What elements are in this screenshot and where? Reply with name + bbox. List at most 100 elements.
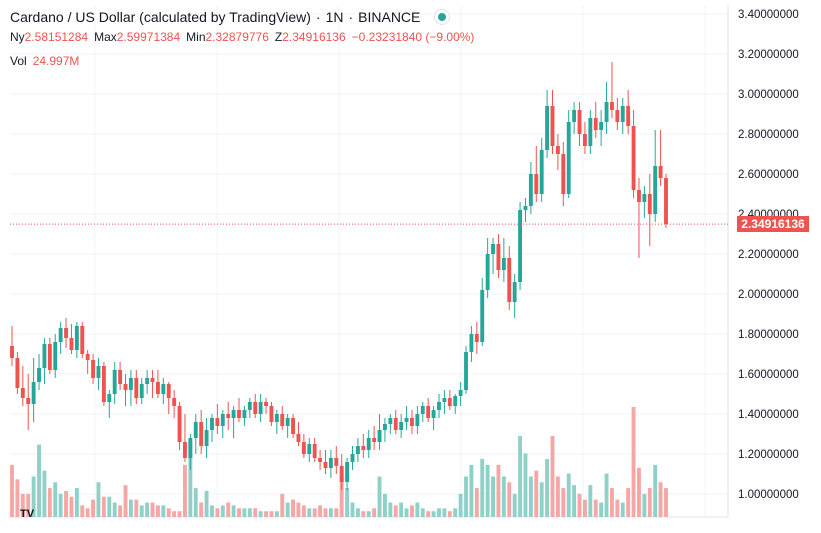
- candle[interactable]: [393, 410, 398, 434]
- candle[interactable]: [64, 318, 68, 348]
- candle[interactable]: [193, 414, 198, 454]
- candle[interactable]: [610, 62, 614, 118]
- candle[interactable]: [139, 378, 144, 404]
- candle[interactable]: [361, 434, 366, 458]
- candle[interactable]: [172, 390, 177, 418]
- candle[interactable]: [296, 422, 301, 446]
- candle[interactable]: [20, 366, 25, 406]
- candle[interactable]: [91, 354, 96, 384]
- candle[interactable]: [123, 374, 128, 406]
- candle[interactable]: [631, 110, 636, 198]
- candle[interactable]: [350, 446, 355, 470]
- candle[interactable]: [518, 202, 523, 290]
- candle[interactable]: [134, 370, 139, 404]
- candle[interactable]: [269, 402, 274, 426]
- candle[interactable]: [582, 122, 587, 154]
- candle[interactable]: [74, 322, 79, 358]
- candle[interactable]: [464, 346, 468, 394]
- candle[interactable]: [118, 362, 123, 390]
- candle[interactable]: [604, 82, 609, 134]
- candle[interactable]: [242, 406, 247, 426]
- candle[interactable]: [507, 246, 512, 310]
- candle[interactable]: [372, 426, 377, 450]
- interval-label[interactable]: 1N: [325, 9, 344, 25]
- candle[interactable]: [85, 350, 90, 374]
- candle[interactable]: [31, 358, 36, 422]
- candle[interactable]: [523, 198, 528, 222]
- candle[interactable]: [42, 338, 47, 384]
- candle[interactable]: [334, 446, 339, 474]
- candle[interactable]: [442, 390, 447, 414]
- candle[interactable]: [183, 414, 187, 462]
- candle[interactable]: [377, 414, 382, 450]
- candle[interactable]: [307, 438, 312, 462]
- candle[interactable]: [399, 414, 404, 438]
- candle[interactable]: [637, 178, 641, 258]
- candle[interactable]: [404, 406, 409, 430]
- candle[interactable]: [491, 238, 495, 274]
- candle[interactable]: [328, 450, 333, 478]
- tradingview-logo-icon[interactable]: TV: [20, 508, 35, 520]
- candle[interactable]: [101, 362, 106, 406]
- candle[interactable]: [653, 130, 658, 222]
- candle[interactable]: [226, 402, 231, 430]
- candle[interactable]: [420, 402, 425, 422]
- candle[interactable]: [128, 370, 133, 406]
- candle[interactable]: [658, 130, 663, 186]
- candle[interactable]: [485, 238, 490, 298]
- candle[interactable]: [534, 146, 539, 202]
- candle[interactable]: [345, 458, 350, 490]
- candle[interactable]: [166, 382, 171, 414]
- candle[interactable]: [458, 382, 463, 406]
- candle[interactable]: [431, 406, 436, 430]
- candle[interactable]: [204, 418, 209, 458]
- candle[interactable]: [10, 326, 14, 366]
- candle[interactable]: [480, 278, 485, 346]
- candle[interactable]: [415, 406, 420, 434]
- candle[interactable]: [647, 174, 652, 246]
- candle[interactable]: [615, 98, 620, 130]
- candle[interactable]: [264, 398, 268, 414]
- candle[interactable]: [274, 410, 279, 434]
- candle[interactable]: [177, 402, 182, 450]
- candle[interactable]: [145, 370, 150, 394]
- candle[interactable]: [545, 90, 550, 158]
- candle[interactable]: [210, 414, 214, 442]
- candle[interactable]: [426, 398, 431, 422]
- candle[interactable]: [247, 398, 252, 418]
- candle[interactable]: [366, 430, 371, 458]
- candle[interactable]: [469, 326, 474, 362]
- candle[interactable]: [15, 352, 20, 394]
- candle[interactable]: [339, 454, 344, 490]
- candle[interactable]: [107, 390, 112, 418]
- candle[interactable]: [447, 390, 452, 410]
- candle[interactable]: [237, 398, 241, 422]
- candle[interactable]: [253, 394, 258, 418]
- candle[interactable]: [231, 406, 236, 438]
- candle[interactable]: [58, 322, 63, 354]
- candle[interactable]: [258, 394, 263, 422]
- candle[interactable]: [280, 406, 285, 430]
- candle[interactable]: [318, 450, 323, 470]
- candle[interactable]: [599, 110, 604, 146]
- candle[interactable]: [566, 110, 571, 198]
- candle[interactable]: [355, 438, 360, 462]
- candle[interactable]: [220, 410, 225, 438]
- candle[interactable]: [577, 102, 582, 146]
- candle[interactable]: [312, 438, 317, 462]
- candle[interactable]: [382, 418, 387, 442]
- market-status-icon[interactable]: [434, 9, 451, 25]
- candle[interactable]: [528, 162, 533, 214]
- candle[interactable]: [301, 434, 306, 458]
- volume-label[interactable]: Vol: [10, 54, 27, 68]
- candle[interactable]: [37, 354, 41, 390]
- candle[interactable]: [161, 378, 166, 404]
- candle[interactable]: [512, 274, 517, 318]
- candle[interactable]: [26, 374, 31, 430]
- candle[interactable]: [199, 410, 204, 454]
- candle[interactable]: [496, 234, 501, 278]
- candle[interactable]: [620, 98, 625, 134]
- candle[interactable]: [550, 90, 555, 154]
- candle[interactable]: [188, 434, 193, 470]
